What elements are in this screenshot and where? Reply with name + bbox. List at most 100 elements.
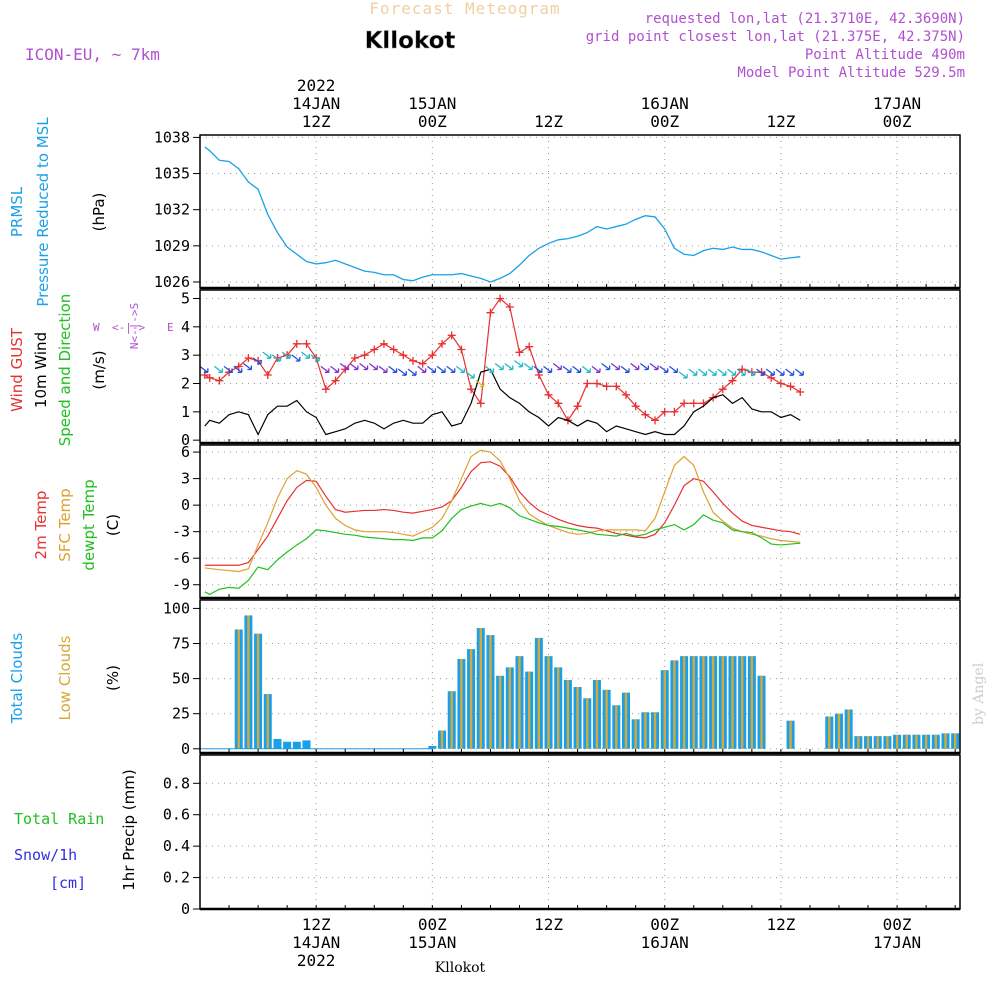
gust-point: [263, 371, 272, 379]
wind-arrow: [330, 365, 340, 373]
cloud-low-bar: [644, 712, 647, 749]
panel-frame: [199, 289, 961, 444]
temp-unit: (C): [104, 514, 122, 536]
y-tick-label: 0: [181, 900, 190, 918]
precip-unit: 1hr Precip (mm): [120, 769, 138, 890]
wind-arrow: [199, 365, 209, 373]
gust-point: [476, 399, 485, 408]
time-label-top: 16JAN: [641, 94, 689, 113]
wind-arrow: [794, 368, 804, 376]
cloud-low-bar: [634, 719, 637, 749]
cloud-low-bar: [953, 733, 957, 749]
gust-point: [360, 351, 369, 360]
cloud-low-bar: [944, 733, 947, 749]
wind-line: [204, 368, 801, 436]
sfc-temp-label: SFC Temp: [56, 488, 74, 561]
pressure-unit: (hPa): [90, 193, 108, 232]
wind-arrow: [572, 365, 582, 373]
cloud-low-bar: [682, 656, 686, 749]
gust-point: [408, 356, 417, 365]
wind-direction-label: Speed and Direction: [56, 294, 74, 447]
cloud-low-bar: [740, 656, 744, 749]
clouds-unit: (%): [104, 665, 122, 691]
wind-arrow: [485, 365, 495, 373]
total-clouds-label: Total Clouds: [8, 633, 26, 725]
cloud-low-bar: [566, 680, 570, 749]
gust-point: [544, 390, 553, 399]
y-tick-label: 3: [181, 470, 190, 488]
cloud-total-bar: [302, 740, 311, 749]
y-tick-label: 1032: [154, 201, 190, 219]
gust-point: [592, 379, 601, 388]
wind-arrow: [397, 368, 407, 376]
cloud-low-bar: [895, 734, 899, 749]
time-label-top: 12Z: [534, 112, 563, 131]
gust-point: [321, 385, 330, 394]
wind-arrow: [514, 360, 524, 368]
gust-point: [389, 345, 398, 354]
cloud-low-bar: [527, 671, 531, 749]
temp-sfc-line: [204, 449, 801, 573]
y-tick-label: 75: [172, 635, 190, 653]
cloud-low-bar: [450, 691, 453, 749]
cloud-low-bar: [886, 736, 889, 749]
time-label-bottom: 00Z: [883, 915, 912, 934]
wind-arrow: [630, 362, 640, 371]
gust-point: [447, 331, 456, 340]
wind-arrow: [727, 368, 737, 376]
gust-point: [718, 385, 727, 394]
time-label-top: 00Z: [883, 112, 912, 131]
gust-point: [641, 410, 650, 419]
panel-frame: [199, 754, 961, 910]
dewpt-line: [204, 502, 801, 596]
wind-arrow: [756, 368, 766, 376]
temp-2m-line: [204, 461, 801, 566]
gust-point: [525, 342, 534, 351]
dewpt-label: dewpt Temp: [80, 479, 98, 570]
location-title: Kllokot: [365, 28, 456, 54]
wind-arrow: [281, 351, 291, 359]
time-label-bottom: 12Z: [766, 915, 795, 934]
gust-point: [379, 339, 388, 348]
wind-arrow: [678, 371, 688, 379]
cloud-low-bar: [750, 656, 754, 749]
credit-label: by Angel: [971, 662, 987, 725]
wind-arrow: [601, 362, 611, 371]
gust-point: [505, 303, 514, 311]
gust-point: [651, 416, 660, 425]
cloud-low-bar: [663, 670, 666, 749]
cloud-low-bar: [537, 637, 541, 749]
time-label-bottom: 00Z: [650, 915, 679, 934]
cloud-low-bar: [479, 628, 482, 749]
cloud-low-bar: [673, 660, 676, 749]
wind-arrow: [736, 368, 746, 376]
wind-arrow: [533, 365, 543, 373]
grid-layer: [200, 135, 960, 910]
y-tick-label: 4: [181, 318, 190, 336]
cloud-total-bar: [292, 741, 301, 749]
rain-label: Total Rain: [14, 810, 104, 828]
label-layer: Forecast Meteogram Kllokot ICON-EU, ~ 7k…: [8, 0, 987, 976]
wind-arrow: [368, 362, 378, 371]
y-tick-label: 1029: [154, 237, 190, 255]
cloud-total-bar: [428, 745, 437, 749]
cloud-low-bar: [615, 705, 618, 749]
gust-point: [234, 362, 243, 371]
y-tick-label: 0: [181, 431, 190, 449]
wind-arrow: [620, 365, 630, 373]
cloud-low-bar: [576, 687, 579, 749]
wind-arrow: [417, 365, 427, 373]
gust-point: [496, 294, 505, 303]
gust-point: [738, 365, 747, 374]
time-label-top: 12Z: [302, 112, 331, 131]
time-label-top: 17JAN: [873, 94, 921, 113]
y-tick-label: 1038: [154, 128, 190, 146]
compass-east: E: [167, 321, 174, 334]
wind-arrow: [688, 368, 698, 376]
cloud-low-bar: [489, 635, 492, 749]
forecast-title: Forecast Meteogram: [369, 0, 560, 18]
time-label-top: 14JAN: [292, 94, 340, 113]
wind-arrow: [378, 365, 388, 373]
frame-layer: [199, 134, 961, 911]
wind-unit: (m/s): [90, 350, 108, 389]
